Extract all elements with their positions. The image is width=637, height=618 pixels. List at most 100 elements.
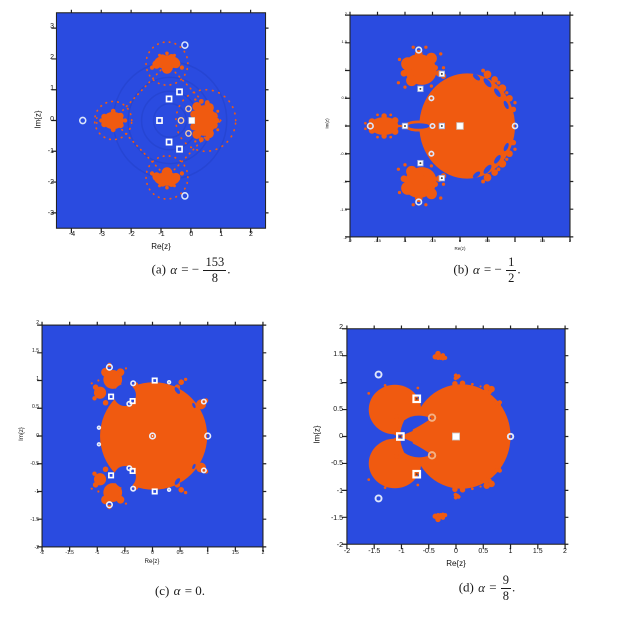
tick-label: -1 xyxy=(343,179,347,184)
alpha-symbol: α xyxy=(478,579,485,595)
tick-label: -2 xyxy=(34,545,39,551)
plot-b xyxy=(345,11,574,242)
attractor-marker xyxy=(188,117,196,124)
x-axis-label-b: Re(z) xyxy=(454,246,466,251)
tick-label: -4 xyxy=(68,231,76,238)
eye-lens xyxy=(404,120,432,132)
numerator: 1 xyxy=(506,255,517,272)
tick-label: -1 xyxy=(158,231,165,238)
caption-d: (d) α = 9 8 . xyxy=(392,573,582,604)
tick-label: 2 xyxy=(50,54,54,62)
tick-label: -0.5 xyxy=(422,548,435,555)
tick-label: 3 xyxy=(50,23,54,30)
tick-label: -2 xyxy=(343,235,347,240)
tick-label: -1.5 xyxy=(340,207,347,212)
fraction: 9 8 xyxy=(500,573,512,604)
plot-a xyxy=(51,9,269,234)
denominator: 8 xyxy=(211,271,218,286)
julia-orange-regions xyxy=(95,51,220,190)
tick-label: -0.5 xyxy=(30,460,39,467)
caption-relation: = xyxy=(184,583,193,598)
tick-label: -1 xyxy=(47,147,54,155)
left-blob xyxy=(95,108,128,133)
tick-label: -0.5 xyxy=(340,151,347,156)
tick-label: 0.5 xyxy=(478,548,489,555)
tick-label: 1.5 xyxy=(539,238,546,243)
x-tick-labels-d: -2 -1.5 -1 -0.5 0 0.5 1 1.5 2 xyxy=(337,548,575,555)
tick-label: 1.5 xyxy=(341,39,347,44)
blue-wedges xyxy=(400,415,432,458)
julia-orange-regions xyxy=(90,362,209,510)
tick-label: -0.5 xyxy=(120,550,130,556)
axes-box xyxy=(51,9,269,234)
y-axis-label-c: Im{z} xyxy=(19,427,25,441)
x-tick-labels-a: -4 -3 -2 -1 0 1 2 xyxy=(62,231,261,238)
tick-label: 0 xyxy=(458,238,462,243)
tick-label: -2 xyxy=(343,548,351,555)
caption-relation: = − xyxy=(181,261,200,277)
caption-index: (d) xyxy=(458,579,474,595)
tick-label: -1 xyxy=(403,238,407,243)
tick-label: -3 xyxy=(98,231,105,238)
y-axis-label-b: Im(z) xyxy=(324,118,330,129)
fraction: 1 2 xyxy=(506,255,517,286)
caption-period: . xyxy=(227,261,231,277)
tick-label: -1.5 xyxy=(30,516,39,523)
tick-label: 2 xyxy=(344,11,347,16)
tick-label: -3 xyxy=(47,209,54,217)
fixed-point-markers xyxy=(374,370,515,503)
x-axis-label-c: Re{z} xyxy=(144,559,160,565)
attractor-marker xyxy=(456,122,464,130)
tick-label: 1 xyxy=(206,550,210,556)
y-axis-label-a: Im{z} xyxy=(33,110,43,129)
tick-label: 0.5 xyxy=(333,405,343,413)
y-tick-labels-a: 3 2 1 0 -1 -2 -3 xyxy=(30,23,54,217)
tick-label: -1.5 xyxy=(368,548,381,555)
alpha-symbol: α xyxy=(173,583,181,598)
y-tick-labels-d: 2 1.5 1 0.5 0 -0.5 -1 -1.5 -2 xyxy=(319,324,343,549)
x-axis-label-a: Re{z} xyxy=(151,242,171,251)
caption-c: (c) α = 0. xyxy=(85,574,275,599)
tick-label: 1 xyxy=(513,238,517,243)
tick-label: 2 xyxy=(249,231,253,238)
tick-label: 2 xyxy=(36,320,39,326)
x-axis-label-d: Re{z} xyxy=(446,559,466,568)
fixed-point-markers xyxy=(96,363,212,509)
fraction: 153 8 xyxy=(203,255,227,286)
tick-label: -1 xyxy=(95,550,100,556)
tick-label: 2 xyxy=(563,548,567,555)
tick-label: -1 xyxy=(34,488,39,495)
tick-label: -1.5 xyxy=(330,514,343,522)
center-dot xyxy=(151,435,154,437)
tick-label: -2 xyxy=(128,231,135,238)
tick-label: -2 xyxy=(336,542,343,549)
tick-label: 1.5 xyxy=(32,348,39,355)
tick-label: 1 xyxy=(50,85,54,93)
y-tick-labels-b: 2 1.5 1 0.5 0 -0.5 -1 -1.5 -2 xyxy=(331,12,347,240)
tick-label: 0 xyxy=(344,123,347,128)
tick-label: -2 xyxy=(47,178,54,186)
caption-a: (a) α = − 153 8 . xyxy=(96,255,286,286)
caption-relation: = xyxy=(489,579,497,595)
x-tick-labels-b: -2 -1.5 -1 -0.5 0 0.5 1 1.5 2 xyxy=(342,239,578,243)
tick-label: 1 xyxy=(344,67,347,72)
tick-label: -2 xyxy=(39,550,45,556)
tick-label: 1.5 xyxy=(231,550,239,556)
fixed-point-markers xyxy=(79,41,196,200)
tick-label: -0.5 xyxy=(330,460,343,468)
attractor-marker xyxy=(452,432,460,441)
caption-period: . xyxy=(517,261,521,277)
caption-value: 0. xyxy=(195,583,206,598)
caption-index: (c) xyxy=(154,583,170,598)
denominator: 8 xyxy=(502,589,510,604)
tick-label: 0.5 xyxy=(341,95,347,100)
tick-label: -2 xyxy=(348,238,352,243)
denominator: 2 xyxy=(508,271,515,286)
tick-label: 0.5 xyxy=(176,550,184,556)
axes-box xyxy=(342,325,569,550)
caption-index: (a) xyxy=(151,261,166,277)
left-oval-blob xyxy=(364,113,407,139)
caption-period: . xyxy=(512,579,516,595)
tick-label: 0.5 xyxy=(484,238,491,243)
caption-b: (b) α = − 1 2 . xyxy=(392,255,582,286)
